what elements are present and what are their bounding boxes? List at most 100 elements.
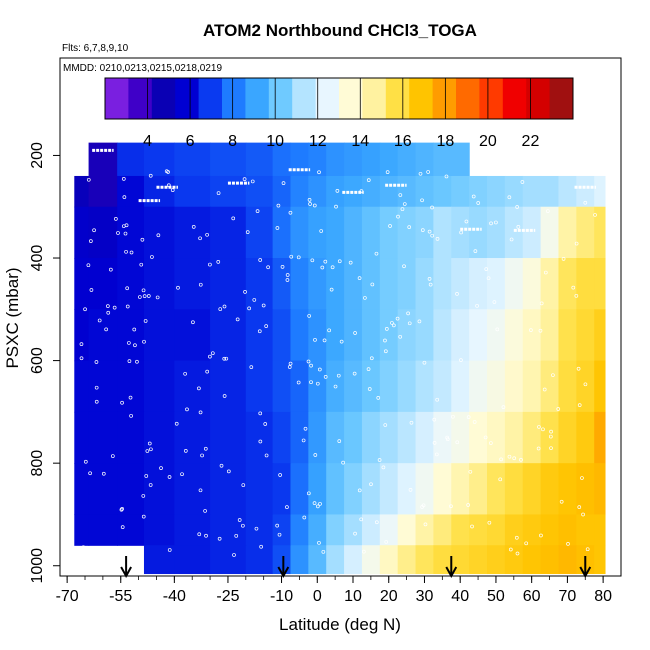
heatmap-cell bbox=[469, 206, 488, 259]
heatmap-cell bbox=[344, 142, 363, 177]
heatmap-cell bbox=[210, 411, 247, 464]
heatmap-cell bbox=[308, 514, 327, 546]
heatmap-cell bbox=[326, 175, 345, 208]
sample-marker bbox=[390, 321, 394, 325]
sample-marker bbox=[593, 213, 597, 217]
sample-marker bbox=[204, 533, 208, 538]
heatmap-cell bbox=[245, 411, 274, 464]
sample-marker bbox=[396, 214, 400, 219]
heatmap-cell bbox=[469, 175, 488, 208]
sample-marker bbox=[94, 385, 99, 390]
sample-marker bbox=[94, 360, 99, 364]
sample-marker bbox=[242, 177, 247, 181]
sample-marker bbox=[317, 170, 321, 175]
sample-marker bbox=[139, 262, 144, 267]
heatmap-cell bbox=[451, 309, 470, 362]
sample-marker bbox=[285, 505, 289, 510]
heatmap-cell bbox=[487, 463, 506, 516]
sample-marker bbox=[97, 318, 102, 323]
sample-marker bbox=[129, 413, 133, 418]
colorbar-tick-label: 22 bbox=[522, 133, 540, 150]
sample-marker bbox=[296, 380, 301, 385]
colorbar-swatch bbox=[268, 78, 293, 119]
heatmap-cell bbox=[88, 514, 118, 546]
heatmap-cell bbox=[504, 463, 524, 516]
sample-marker bbox=[247, 306, 251, 311]
colorbar-tick-label: 20 bbox=[479, 133, 497, 150]
x-tick-label: 80 bbox=[594, 588, 612, 605]
heatmap-cell bbox=[88, 142, 118, 177]
sample-marker bbox=[576, 366, 581, 371]
heatmap-cell bbox=[576, 175, 595, 208]
sample-marker bbox=[258, 411, 263, 416]
heatmap-cell bbox=[379, 309, 399, 362]
sample-marker bbox=[159, 466, 163, 470]
heatmap-cell bbox=[326, 206, 345, 259]
sample-marker bbox=[123, 231, 128, 236]
heatmap-cell bbox=[344, 411, 363, 464]
sample-marker bbox=[317, 367, 322, 372]
sample-marker bbox=[112, 305, 117, 310]
sample-marker bbox=[337, 259, 342, 264]
heatmap-cell bbox=[290, 142, 309, 177]
sample-marker bbox=[509, 237, 514, 242]
heatmap-cell bbox=[344, 514, 363, 546]
sample-marker bbox=[219, 463, 224, 468]
sample-marker bbox=[261, 303, 266, 308]
heatmap-cell bbox=[174, 206, 211, 259]
heatmap-cell bbox=[117, 206, 145, 259]
heatmap-cell bbox=[379, 360, 399, 413]
heatmap-cell bbox=[174, 309, 211, 362]
sample-marker bbox=[89, 239, 93, 243]
heatmap-cell bbox=[469, 258, 488, 310]
sample-marker bbox=[133, 343, 137, 348]
sample-marker bbox=[280, 265, 285, 269]
sample-marker bbox=[330, 265, 335, 270]
sample-marker bbox=[132, 327, 137, 332]
sample-marker bbox=[430, 233, 435, 238]
heatmap-cell bbox=[576, 360, 595, 413]
sample-marker bbox=[418, 171, 423, 176]
sample-marker bbox=[398, 334, 403, 339]
sample-marker bbox=[119, 507, 124, 512]
sample-marker bbox=[148, 483, 153, 487]
heatmap-cell bbox=[504, 360, 524, 413]
y-axis-label: PSXC (mbar) bbox=[3, 267, 22, 368]
heatmap-cell bbox=[415, 545, 435, 575]
sample-marker bbox=[489, 441, 493, 445]
heatmap-cell bbox=[308, 309, 327, 362]
sample-marker bbox=[369, 482, 373, 487]
heatmap-cell bbox=[433, 514, 452, 546]
heatmap-cell bbox=[415, 142, 435, 177]
heatmap-cell bbox=[397, 463, 417, 516]
heatmap-cell bbox=[290, 175, 309, 208]
sample-marker bbox=[515, 551, 520, 556]
heatmap bbox=[74, 142, 606, 575]
sample-marker bbox=[549, 446, 553, 451]
colorbar-swatch bbox=[128, 78, 153, 119]
heatmap-cell bbox=[594, 411, 606, 464]
sample-marker bbox=[137, 295, 142, 299]
heatmap-cell bbox=[308, 545, 327, 575]
colorbar-swatch bbox=[432, 78, 457, 119]
sample-marker bbox=[498, 477, 503, 482]
sample-marker bbox=[323, 259, 328, 264]
sample-marker bbox=[104, 327, 108, 332]
sample-marker bbox=[574, 293, 579, 298]
sample-marker bbox=[203, 446, 208, 451]
sample-marker bbox=[495, 327, 500, 332]
sample-marker bbox=[146, 294, 151, 298]
heatmap-cell bbox=[344, 175, 363, 208]
sample-marker bbox=[468, 469, 473, 474]
sample-marker bbox=[487, 520, 492, 525]
sample-marker bbox=[88, 471, 92, 476]
heatmap-cell bbox=[344, 206, 363, 259]
heatmap-cell bbox=[143, 411, 175, 464]
heatmap-cell bbox=[88, 206, 118, 259]
x-tick-label: -25 bbox=[216, 588, 239, 605]
heatmap-cell bbox=[210, 463, 247, 516]
heatmap-cell bbox=[397, 258, 417, 310]
sample-marker bbox=[370, 282, 375, 287]
sample-marker bbox=[288, 361, 293, 366]
sample-marker bbox=[142, 294, 147, 298]
